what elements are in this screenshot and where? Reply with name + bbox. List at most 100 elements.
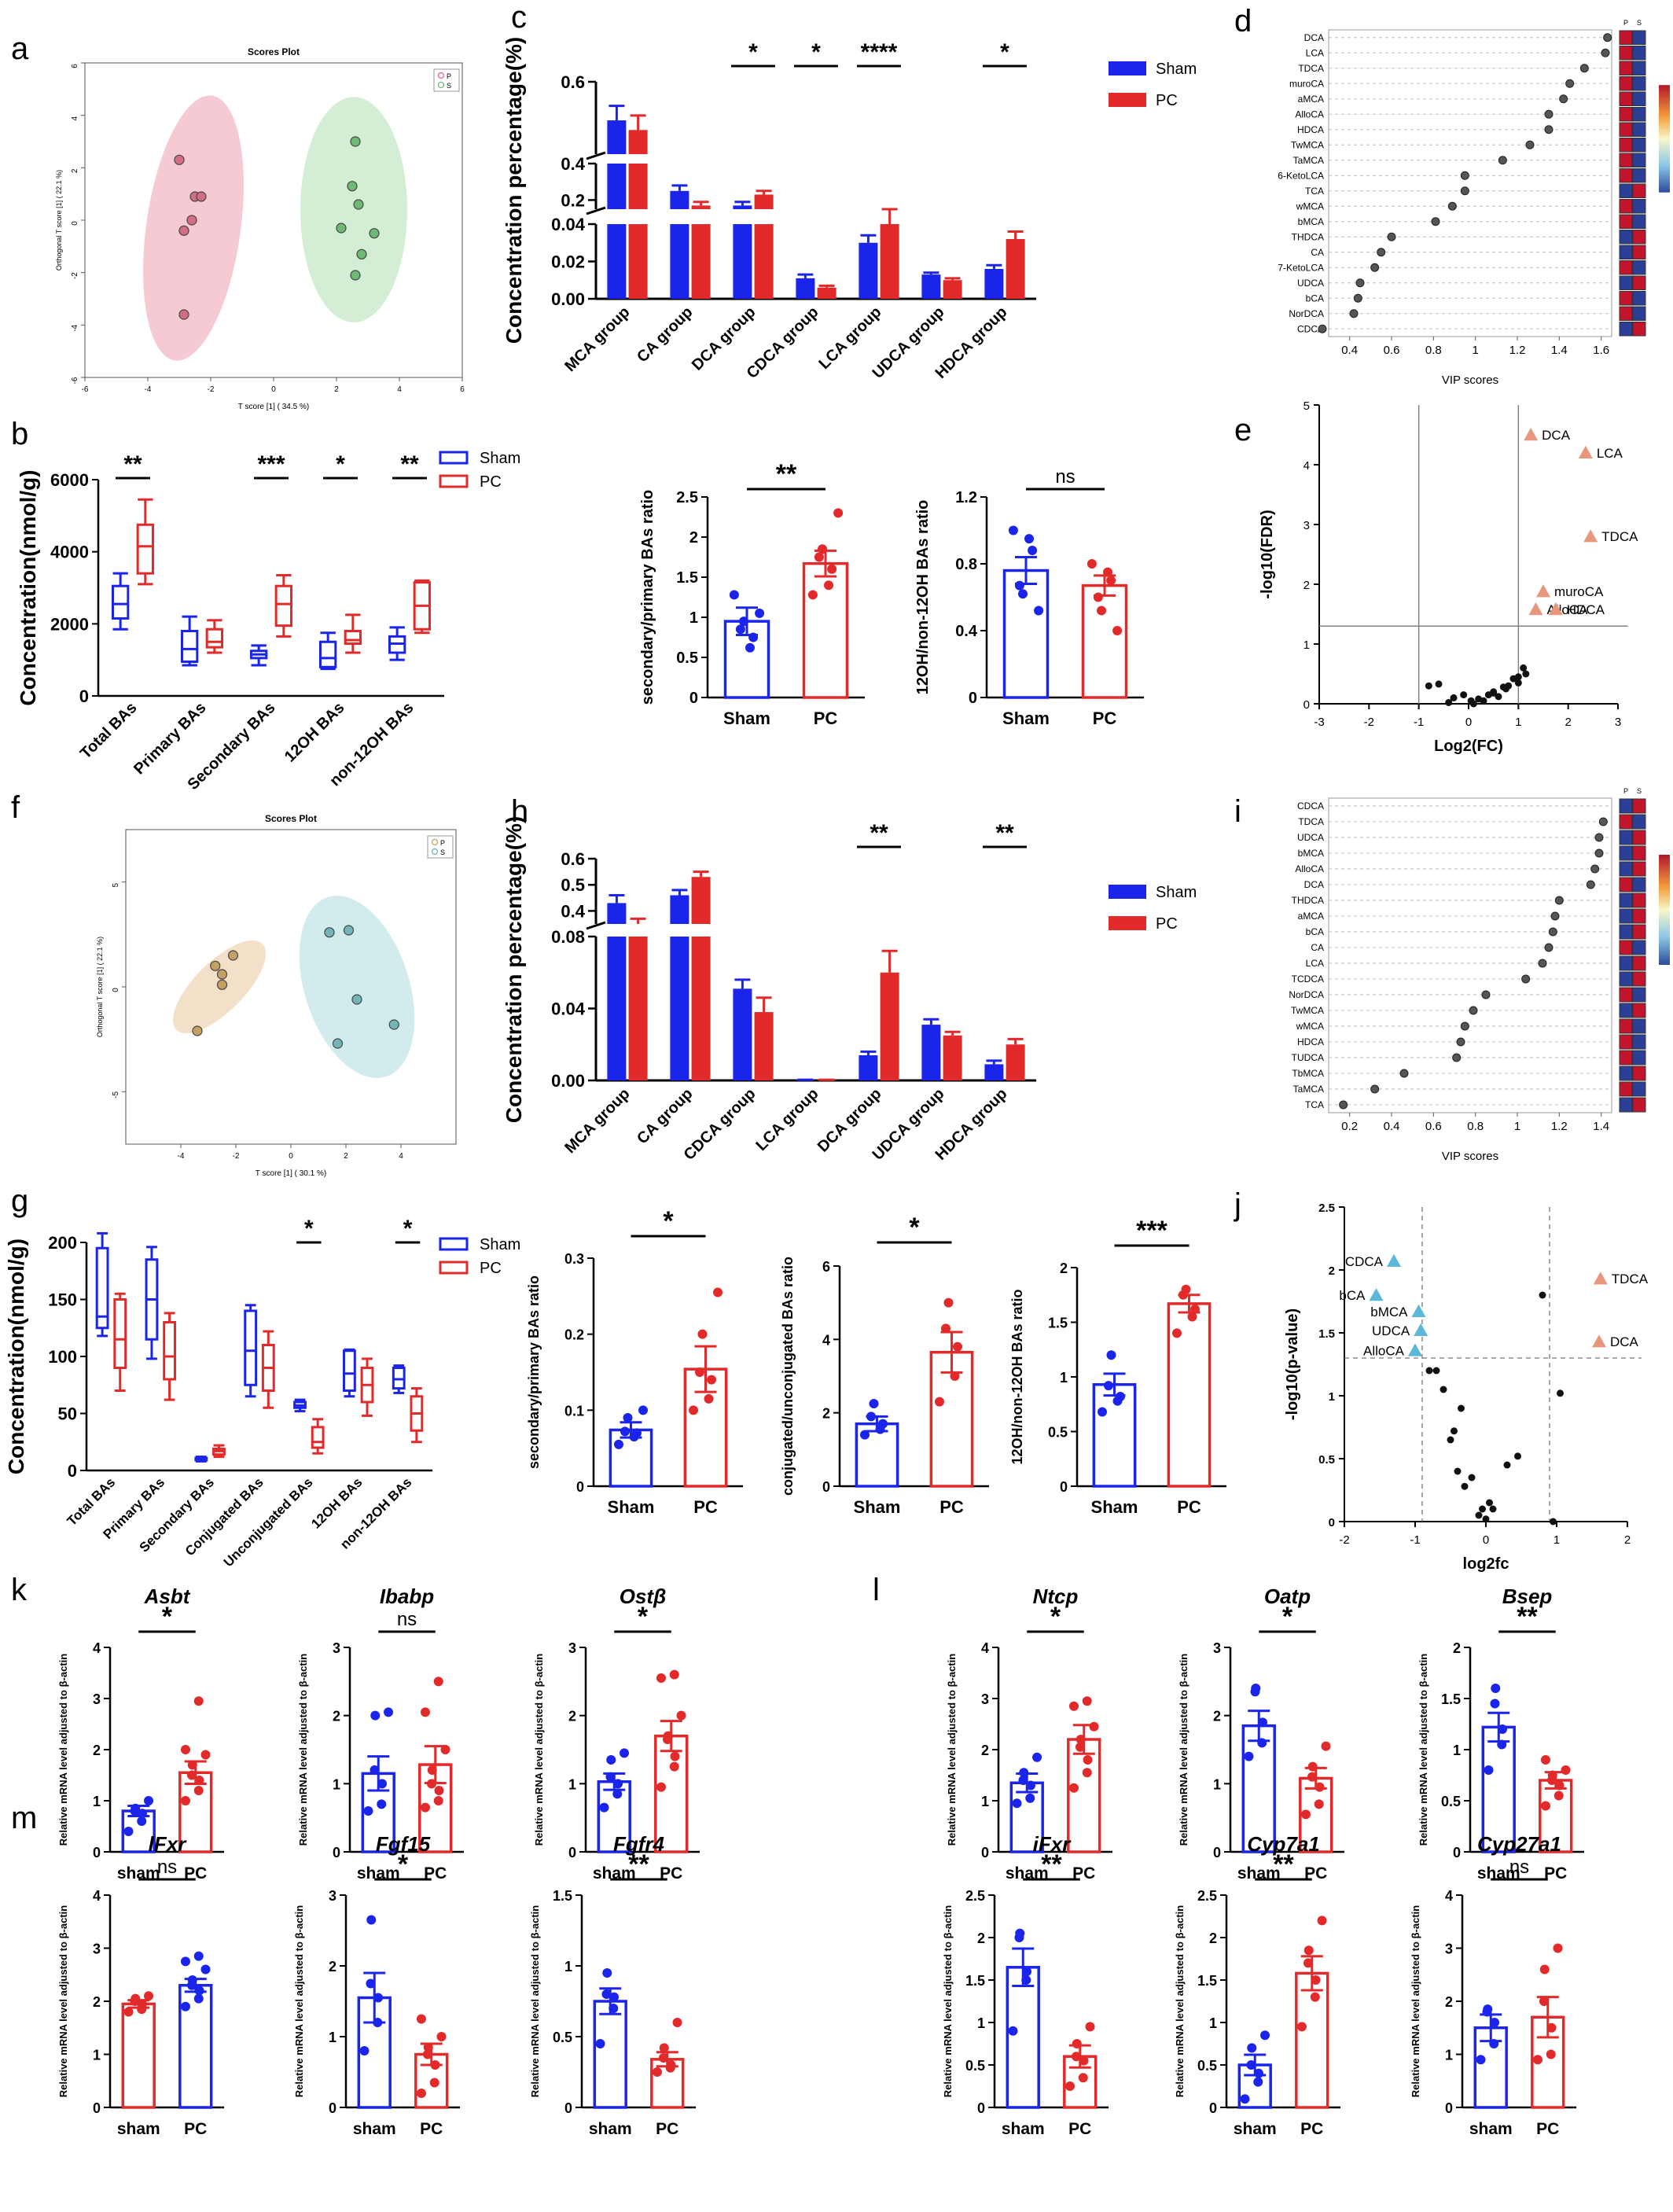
metabolite-label: aMCA [1298, 94, 1324, 105]
highlight-marker [1524, 428, 1539, 441]
data-point [745, 642, 755, 653]
y-axis-label: secondary/primary BAs ratio [526, 1275, 542, 1469]
data-point [1244, 1751, 1254, 1761]
point-label: TDCA [1612, 1272, 1649, 1286]
score-point [356, 248, 367, 259]
heat-cell [1632, 122, 1646, 137]
y-tick-label: 0 [689, 690, 698, 707]
data-point [1553, 1943, 1563, 1953]
chart-l2: 0 1 2 3 sham PC * Relative mRNA level adjusted … [1178, 1584, 1344, 1883]
significance-mark: * [909, 1213, 920, 1242]
significance-mark: ns [1509, 1857, 1529, 1878]
data-point [623, 1413, 633, 1423]
data-point [1012, 1798, 1022, 1809]
color-scale [1659, 855, 1670, 965]
y-tick-label: 6000 [50, 470, 89, 490]
vip-point [1594, 833, 1604, 842]
y-tick-label: 0 [333, 1845, 340, 1861]
vip-point [1538, 959, 1547, 968]
bar [796, 278, 815, 299]
chart-b2: 0 0.5 1 1.5 2 2.5 Sham PC ** secondary/primary BA… [639, 459, 865, 728]
bar [1006, 239, 1025, 299]
data-point [427, 1765, 437, 1775]
bar [859, 1054, 878, 1080]
y-tick-label: 0 [1329, 1516, 1335, 1529]
data-point [123, 2007, 134, 2017]
heat-cell [1632, 199, 1646, 214]
vip-point [1498, 156, 1507, 165]
axis-break-mark [586, 151, 606, 160]
panel-label-g: g [11, 1183, 28, 1218]
x-tick-label: 0.4 [1384, 1120, 1400, 1133]
y-tick-label: 2 [1303, 579, 1310, 592]
chart-m3: 0 0.5 1 1.5 sham PC ** Relative mRNA level adju… [529, 1832, 696, 2138]
heat-cell [1619, 893, 1633, 908]
highlight-marker [1578, 445, 1593, 458]
heat-cell [1619, 306, 1633, 321]
data-point [1314, 1782, 1325, 1792]
data-point [1307, 1761, 1318, 1772]
heat-cell [1619, 861, 1633, 877]
metabolite-label: TCA [1305, 186, 1324, 197]
data-point [144, 1796, 154, 1805]
score-point [210, 960, 221, 971]
x-tick-label: 1.2 [1551, 1120, 1568, 1133]
heat-cell [1619, 830, 1633, 845]
vip-point [1550, 911, 1560, 921]
highlight-marker [1593, 1272, 1608, 1285]
x-tick-label: 0 [1483, 1533, 1489, 1547]
x-category-label: DCA group [689, 304, 759, 374]
significance-mark: ** [995, 820, 1014, 846]
data-point [1451, 1427, 1458, 1435]
y-tick-label: -5 [112, 1091, 120, 1098]
data-point [1022, 1967, 1032, 1977]
data-point [1475, 1511, 1483, 1519]
data-point [429, 2078, 439, 2088]
x-tick-label: -2 [208, 385, 215, 394]
y-tick-label: 2 [568, 1709, 576, 1724]
metabolite-label: DCA [1304, 879, 1324, 890]
x-category-label: sham [593, 1864, 636, 1883]
legend-label: S [440, 848, 445, 856]
data-point [656, 1673, 666, 1683]
heat-cell [1632, 845, 1646, 861]
score-point [178, 309, 189, 320]
point-label: bMCA [1370, 1305, 1408, 1319]
data-point [605, 1772, 616, 1782]
data-point [1307, 1772, 1317, 1782]
legend-label: PC [1156, 915, 1178, 933]
data-point [193, 1993, 204, 2004]
y-tick-label: 3 [1303, 519, 1310, 532]
y-tick-label: 0 [822, 1479, 830, 1495]
data-point [609, 1992, 620, 2002]
significance-mark: ** [123, 451, 142, 477]
vip-point [1586, 880, 1595, 889]
x-category-label: PC [1177, 1497, 1201, 1517]
data-point [1078, 2073, 1088, 2083]
vip-point [1399, 1069, 1409, 1078]
heat-cell [1619, 1081, 1633, 1097]
bar [607, 937, 627, 1080]
legend-swatch [439, 1261, 469, 1275]
legend-label: P [440, 839, 445, 847]
data-point [1514, 673, 1522, 681]
x-tick-label: 1 [1515, 716, 1521, 729]
data-point [422, 2049, 432, 2059]
y-axis-label: 12OH/non-12OH BAs ratio [1009, 1289, 1025, 1464]
point-label: DCA [1610, 1334, 1639, 1349]
data-point [363, 1806, 373, 1816]
x-axis-label: log2fc [1463, 1555, 1509, 1573]
x-tick-label: 4 [397, 385, 402, 394]
data-point [1460, 691, 1468, 699]
heat-cell [1619, 230, 1633, 245]
x-tick-label: 0.6 [1425, 1120, 1442, 1133]
metabolite-label: CDCA [1297, 801, 1324, 812]
y-tick-label: 2 [93, 1743, 101, 1758]
x-category-label: sham [1477, 1864, 1520, 1883]
significance-mark: * [663, 1206, 674, 1236]
x-tick-label: 0 [289, 1152, 293, 1161]
metabolite-label: THDCA [1292, 895, 1324, 906]
data-point [1076, 1735, 1086, 1744]
box [95, 1246, 109, 1330]
data-point [180, 1745, 190, 1754]
